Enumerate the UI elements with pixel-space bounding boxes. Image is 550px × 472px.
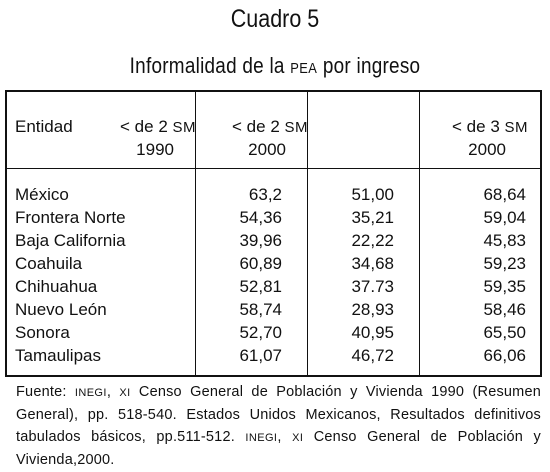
row-value-col1: 58,74 bbox=[239, 300, 282, 319]
source-text: Censo General de Población y Vivienda,20… bbox=[16, 429, 541, 468]
source-text: Fuente: bbox=[16, 384, 75, 400]
source-note: Fuente: INEGI, XI Censo General de Pobla… bbox=[16, 381, 541, 471]
source-abbrev: INEGI bbox=[245, 432, 278, 444]
header-col2-year: 2000 bbox=[248, 140, 286, 159]
row-value-col1: 39,96 bbox=[239, 231, 282, 250]
table-row: Sonora 52,70 40,95 65,50 bbox=[7, 322, 540, 345]
source-abbrev: XI bbox=[292, 432, 304, 444]
row-value-col1: 52,81 bbox=[239, 277, 282, 296]
subtitle-part1: Informalidad de la bbox=[129, 53, 291, 78]
column-header-col3: < de 3 SM 2000 bbox=[418, 116, 528, 161]
header-col2-unit: SM bbox=[284, 119, 308, 136]
header-col3-year: 2000 bbox=[468, 140, 506, 159]
row-value-col2: 35,21 bbox=[351, 208, 394, 227]
column-divider bbox=[419, 92, 420, 375]
column-divider bbox=[307, 92, 308, 375]
header-col3-unit: SM bbox=[504, 119, 528, 136]
table-subtitle: Informalidad de la PEA por ingreso bbox=[39, 52, 512, 83]
table-row: Frontera Norte 54,36 35,21 59,04 bbox=[7, 207, 540, 230]
column-header-entidad: Entidad bbox=[15, 117, 73, 136]
header-divider bbox=[7, 168, 540, 169]
row-value-col2: 40,95 bbox=[351, 323, 394, 342]
row-entidad: Sonora bbox=[15, 323, 70, 342]
data-table: Entidad < de 2 SM 1990 < de 2 SM 2000 < … bbox=[5, 90, 542, 377]
row-value-col3: 59,23 bbox=[483, 254, 526, 273]
row-entidad: Nuevo León bbox=[15, 300, 107, 319]
header-col2-line1: < de 2 bbox=[232, 117, 285, 136]
table-row: México 63,2 51,00 68,64 bbox=[7, 184, 540, 207]
row-entidad: Coahuila bbox=[15, 254, 83, 273]
subtitle-part2: por ingreso bbox=[317, 53, 421, 78]
header-col3-line1: < de 3 bbox=[452, 117, 505, 136]
source-text: Censo General de Población y Vivienda 19… bbox=[16, 384, 541, 445]
row-value-col1: 63,2 bbox=[248, 185, 282, 204]
row-value-col3: 59,04 bbox=[483, 208, 526, 227]
source-text: , bbox=[277, 429, 293, 445]
row-value-col2: 46,72 bbox=[351, 346, 394, 365]
source-abbrev: XI bbox=[119, 387, 131, 399]
row-value-col3: 59,35 bbox=[483, 277, 526, 296]
column-header-col1: < de 2 SM 1990 bbox=[86, 116, 196, 161]
table-row: Baja California 39,96 22,22 45,83 bbox=[7, 230, 540, 253]
row-entidad: Frontera Norte bbox=[15, 208, 126, 227]
row-value-col3: 66,06 bbox=[483, 346, 526, 365]
table-row: Tamaulipas 61,07 46,72 66,06 bbox=[7, 345, 540, 368]
row-value-col3: 58,46 bbox=[483, 300, 526, 319]
row-entidad: México bbox=[15, 185, 69, 204]
header-col1-line1: < de 2 bbox=[120, 117, 173, 136]
page-title: Cuadro 5 bbox=[230, 5, 320, 33]
row-value-col1: 61,07 bbox=[239, 346, 282, 365]
row-entidad: Chihuahua bbox=[15, 277, 98, 296]
table-body: México 63,2 51,00 68,64 Frontera Norte 5… bbox=[7, 184, 540, 368]
source-paragraph: Fuente: INEGI, XI Censo General de Pobla… bbox=[16, 381, 541, 471]
column-header-col2: < de 2 SM 2000 bbox=[198, 116, 308, 161]
row-entidad: Baja California bbox=[15, 231, 126, 250]
subtitle-pea-abbrev: PEA bbox=[290, 60, 318, 77]
table-row: Chihuahua 52,81 37.73 59,35 bbox=[7, 276, 540, 299]
row-value-col2: 22,22 bbox=[351, 231, 394, 250]
row-value-col2: 37.73 bbox=[351, 277, 394, 296]
row-value-col3: 65,50 bbox=[483, 323, 526, 342]
source-abbrev: INEGI bbox=[74, 387, 107, 399]
table-row: Coahuila 60,89 34,68 59,23 bbox=[7, 253, 540, 276]
row-value-col2: 51,00 bbox=[351, 185, 394, 204]
header-col1-year: 1990 bbox=[136, 140, 174, 159]
row-value-col2: 28,93 bbox=[351, 300, 394, 319]
row-value-col1: 52,70 bbox=[239, 323, 282, 342]
row-entidad: Tamaulipas bbox=[15, 346, 101, 365]
header-col1-unit: SM bbox=[172, 119, 196, 136]
row-value-col3: 68,64 bbox=[483, 185, 526, 204]
table-row: Nuevo León 58,74 28,93 58,46 bbox=[7, 299, 540, 322]
source-text: , bbox=[106, 384, 120, 400]
row-value-col3: 45,83 bbox=[483, 231, 526, 250]
row-value-col2: 34,68 bbox=[351, 254, 394, 273]
column-divider bbox=[195, 92, 196, 375]
row-value-col1: 54,36 bbox=[239, 208, 282, 227]
row-value-col1: 60,89 bbox=[239, 254, 282, 273]
